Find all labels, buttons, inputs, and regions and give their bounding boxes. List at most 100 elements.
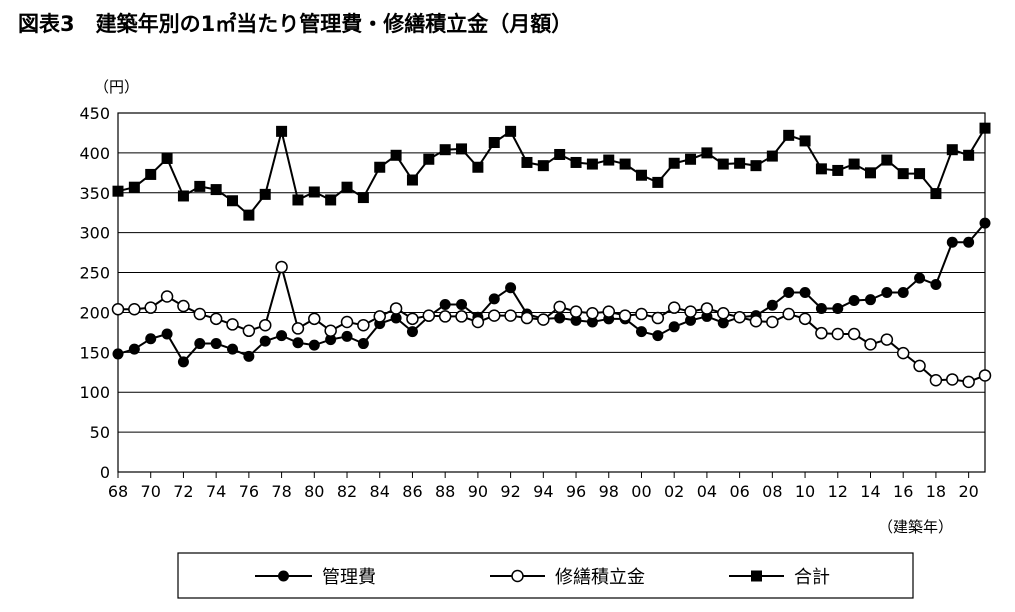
data-point-kanrihi bbox=[897, 287, 909, 298]
data-point-total bbox=[685, 153, 697, 165]
data-point-shuzen bbox=[651, 311, 665, 325]
series-line-kanrihi bbox=[117, 222, 986, 364]
y-axis-label: （円） bbox=[94, 78, 139, 96]
data-point-total bbox=[603, 154, 615, 166]
y-tick-label: 450 bbox=[79, 104, 110, 123]
data-point-shuzen bbox=[209, 312, 223, 326]
data-point-shuzen bbox=[373, 310, 386, 323]
x-tick-label: 96 bbox=[566, 482, 586, 501]
data-point-kanrihi bbox=[456, 298, 468, 310]
data-point-kanrihi bbox=[570, 314, 582, 326]
data-point-kanrihi bbox=[668, 321, 680, 333]
data-point-shuzen bbox=[896, 346, 910, 360]
data-point-shuzen bbox=[880, 333, 894, 346]
legend-label: 修繕積立金 bbox=[555, 567, 645, 588]
data-point-shuzen bbox=[586, 306, 599, 320]
data-point-shuzen bbox=[978, 369, 992, 382]
data-point-total bbox=[963, 149, 975, 161]
data-point-kanrihi bbox=[177, 356, 189, 368]
data-point-shuzen bbox=[569, 305, 583, 318]
data-point-total bbox=[177, 190, 189, 202]
data-point-total bbox=[325, 194, 337, 206]
x-tick-label: 20 bbox=[958, 482, 978, 501]
data-point-total bbox=[799, 135, 811, 147]
data-point-total bbox=[227, 195, 239, 207]
data-point-total bbox=[521, 156, 533, 168]
data-point-total bbox=[881, 154, 893, 166]
chart-title: 図表3 建築年別の1㎡当たり管理費・修繕積立金（月額） bbox=[18, 12, 573, 36]
data-point-total bbox=[341, 181, 353, 193]
data-point-shuzen bbox=[340, 315, 354, 329]
data-point-shuzen bbox=[798, 312, 812, 326]
x-tick-label: 68 bbox=[108, 482, 128, 501]
data-point-total bbox=[145, 168, 157, 180]
data-point-total bbox=[488, 137, 500, 149]
data-point-shuzen bbox=[455, 310, 468, 323]
data-point-total bbox=[259, 188, 271, 200]
data-point-kanrihi bbox=[357, 338, 369, 350]
data-point-shuzen bbox=[717, 306, 730, 320]
y-tick-label: 400 bbox=[79, 144, 110, 163]
data-point-kanrihi bbox=[963, 236, 975, 248]
data-point-shuzen bbox=[929, 374, 943, 387]
data-point-shuzen bbox=[324, 324, 337, 338]
data-point-shuzen bbox=[128, 303, 141, 316]
data-point-total bbox=[619, 158, 631, 170]
data-point-kanrihi bbox=[276, 330, 288, 342]
data-point-shuzen bbox=[700, 302, 714, 315]
data-point-kanrihi bbox=[717, 317, 729, 329]
data-point-kanrihi bbox=[406, 326, 418, 338]
data-point-total bbox=[914, 168, 926, 180]
data-point-kanrihi bbox=[210, 338, 222, 350]
data-point-shuzen bbox=[684, 305, 697, 318]
data-point-total bbox=[766, 150, 778, 162]
data-point-total bbox=[161, 152, 173, 164]
data-point-total bbox=[423, 153, 435, 165]
x-tick-label: 10 bbox=[795, 482, 815, 501]
data-point-kanrihi bbox=[505, 282, 517, 294]
data-point-total bbox=[456, 143, 468, 155]
data-point-shuzen bbox=[831, 327, 845, 341]
data-point-shuzen bbox=[275, 260, 288, 274]
data-point-total bbox=[276, 125, 288, 137]
x-tick-label: 18 bbox=[926, 482, 946, 501]
legend-label: 合計 bbox=[794, 567, 830, 588]
y-tick-label: 350 bbox=[79, 184, 110, 203]
data-point-shuzen bbox=[177, 299, 190, 313]
data-point-total bbox=[734, 157, 746, 169]
y-axis-ticks: 0 50 100 150 200 250 300 350 400 450 bbox=[79, 104, 110, 482]
x-axis-ticks: 68 70 72 74 76 78 80 82 84 86 88 90 92 94 96 98 00 02 04 06… bbox=[108, 472, 979, 501]
data-point-shuzen bbox=[226, 318, 239, 331]
y-tick-label: 0 bbox=[100, 463, 110, 482]
x-tick-label: 00 bbox=[631, 482, 651, 501]
y-tick-label: 300 bbox=[79, 224, 110, 243]
data-point-kanrihi bbox=[488, 293, 500, 305]
data-point-total bbox=[390, 149, 402, 161]
data-point-total bbox=[505, 125, 517, 137]
data-point-shuzen bbox=[537, 313, 550, 326]
series-total bbox=[112, 122, 991, 221]
data-point-shuzen bbox=[913, 359, 926, 373]
x-tick-label: 92 bbox=[500, 482, 520, 501]
x-axis-label: （建築年） bbox=[878, 518, 953, 536]
data-point-total bbox=[128, 181, 140, 193]
series-group bbox=[111, 122, 992, 389]
data-point-total bbox=[668, 157, 680, 169]
data-point-kanrihi bbox=[979, 217, 991, 229]
data-point-total bbox=[815, 163, 827, 175]
data-point-shuzen bbox=[847, 327, 861, 341]
x-tick-label: 84 bbox=[370, 482, 390, 501]
data-point-total bbox=[652, 176, 664, 188]
y-tick-label: 200 bbox=[79, 303, 110, 322]
data-point-kanrihi bbox=[652, 330, 664, 342]
legend-item-shuzen: 修繕積立金 bbox=[490, 567, 645, 588]
data-point-kanrihi bbox=[194, 338, 206, 350]
legend-marker-total bbox=[751, 570, 762, 582]
data-point-total bbox=[848, 158, 860, 170]
series-line-total bbox=[117, 127, 986, 217]
x-tick-label: 04 bbox=[697, 482, 717, 501]
data-point-shuzen bbox=[438, 310, 452, 323]
data-point-shuzen bbox=[815, 326, 828, 340]
data-point-shuzen bbox=[471, 315, 485, 329]
